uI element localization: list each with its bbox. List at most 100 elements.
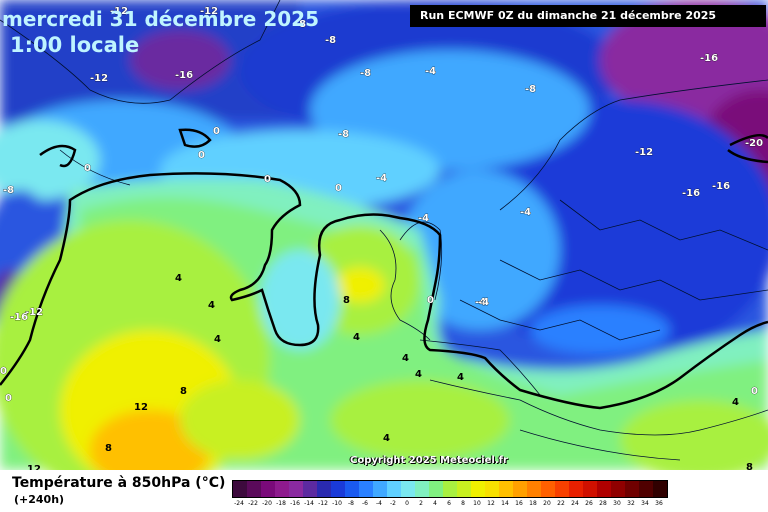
- scale-value: -12: [318, 500, 328, 507]
- isotherm-label: -20: [745, 138, 763, 149]
- scale-swatch: [471, 481, 485, 497]
- temperature-fields: [0, 0, 768, 470]
- isotherm-label: 4: [353, 332, 360, 343]
- isotherm-label: 8: [343, 295, 350, 306]
- scale-value: -8: [348, 500, 354, 507]
- scale-swatch: [597, 481, 611, 497]
- isotherm-label: 0: [0, 366, 7, 377]
- isotherm-label: 0: [427, 295, 434, 306]
- scale-swatch: [555, 481, 569, 497]
- legend-title: Température à 850hPa (°C): [12, 475, 226, 491]
- scale-value: 24: [571, 500, 579, 507]
- model-run-info: Run ECMWF 0Z du dimanche 21 décembre 202…: [410, 5, 766, 27]
- scale-value: -20: [262, 500, 272, 507]
- isotherm-label: 4: [214, 334, 221, 345]
- scale-swatch: [261, 481, 275, 497]
- scale-swatch: [527, 481, 541, 497]
- scale-swatch: [275, 481, 289, 497]
- isotherm-label: 4: [402, 353, 409, 364]
- scale-swatch: [317, 481, 331, 497]
- isotherm-label: 0: [213, 126, 220, 137]
- scale-swatch: [625, 481, 639, 497]
- scale-value: 28: [599, 500, 607, 507]
- scale-value: 22: [557, 500, 565, 507]
- scale-swatch: [443, 481, 457, 497]
- isotherm-label: 0: [5, 393, 12, 404]
- scale-swatch: [303, 481, 317, 497]
- isotherm-label: 0: [335, 183, 342, 194]
- isotherm-labels: -12 -12-8-8-12 -16 -8 -4-8-160 -800-12-2000-4…: [0, 6, 763, 470]
- isotherm-label: -8: [338, 129, 349, 140]
- isotherm-label: 4: [383, 433, 390, 444]
- isotherm-label: 0: [198, 150, 205, 161]
- legend-panel: Température à 850hPa (°C) (+240h) -24 -2 2…: [0, 470, 768, 512]
- forecast-date-title: mercredi 31 décembre 2025: [2, 7, 319, 31]
- isotherm-label: -16: [10, 312, 28, 323]
- isotherm-label: -12: [90, 73, 108, 84]
- scale-swatch: [639, 481, 653, 497]
- isotherm-label: -4: [478, 297, 489, 308]
- map-canvas: -12 -12-8-8-12 -16 -8 -4-8-160 -800-12-2000-4…: [0, 0, 768, 470]
- isotherm-label: -16: [700, 53, 718, 64]
- isotherm-label: -12: [635, 147, 653, 158]
- scale-value: 4: [433, 500, 437, 507]
- isotherm-label: 0: [264, 174, 271, 185]
- legend-subtitle: (+240h): [14, 493, 65, 506]
- color-scale: [232, 480, 668, 498]
- scale-value: 14: [501, 500, 509, 507]
- isotherm-label: -4: [418, 213, 429, 224]
- scale-swatch: [415, 481, 429, 497]
- scale-value: 36: [655, 500, 663, 507]
- isotherm-label: -8: [295, 19, 306, 30]
- isotherm-label: 4: [415, 369, 422, 380]
- scale-swatch: [247, 481, 261, 497]
- scale-value: -18: [276, 500, 286, 507]
- scale-swatch: [359, 481, 373, 497]
- isotherm-label: 4: [732, 397, 739, 408]
- scale-swatch: [289, 481, 303, 497]
- scale-value: 10: [473, 500, 481, 507]
- scale-swatch: [457, 481, 471, 497]
- forecast-time-title: 1:00 locale: [10, 33, 140, 57]
- scale-swatch: [611, 481, 625, 497]
- scale-swatch: [569, 481, 583, 497]
- isotherm-label: -4: [520, 207, 531, 218]
- scale-value: 20: [543, 500, 551, 507]
- zero-isotherm: [0, 128, 768, 410]
- scale-swatch: [331, 481, 345, 497]
- isotherm-label: 12: [27, 464, 41, 470]
- scale-swatch: [373, 481, 387, 497]
- isotherm-label: -16: [175, 70, 193, 81]
- scale-swatch: [345, 481, 359, 497]
- scale-value: -2: [390, 500, 396, 507]
- scale-swatch: [499, 481, 513, 497]
- isotherm-label: -8: [325, 35, 336, 46]
- isotherm-label: 12: [134, 402, 148, 413]
- scale-value: -14: [304, 500, 314, 507]
- scale-value: 8: [461, 500, 465, 507]
- scale-value: 2: [419, 500, 423, 507]
- isotherm-label: 0: [751, 386, 758, 397]
- isotherm-label: 4: [175, 273, 182, 284]
- scale-value: -24: [234, 500, 244, 507]
- isotherm-label: -4: [376, 173, 387, 184]
- isotherm-label: 0: [84, 163, 91, 174]
- scale-value: 34: [641, 500, 649, 507]
- scale-value: 6: [447, 500, 451, 507]
- scale-value: -6: [362, 500, 368, 507]
- scale-value: -4: [376, 500, 382, 507]
- scale-value: 12: [487, 500, 495, 507]
- temperature-map: -12 -12 -8 -8 -12 -16 -8 -4 -8 -16 0 -8 0 0 -12 -20 0 0 -4…: [0, 0, 768, 470]
- scale-value: 30: [613, 500, 621, 507]
- isotherm-label: 8: [105, 443, 112, 454]
- scale-swatch: [233, 481, 247, 497]
- isotherm-label: 4: [208, 300, 215, 311]
- isotherm-label: -8: [3, 185, 14, 196]
- scale-value: -10: [332, 500, 342, 507]
- isotherm-label: -4: [475, 297, 486, 308]
- isotherm-label: -8: [525, 84, 536, 95]
- scale-swatch: [429, 481, 443, 497]
- isotherm-label: -4: [425, 66, 436, 77]
- coastlines: [0, 0, 768, 461]
